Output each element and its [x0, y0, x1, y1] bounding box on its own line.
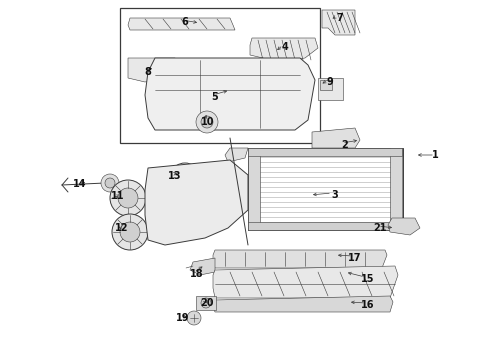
Bar — [196, 296, 216, 310]
Text: 13: 13 — [168, 171, 182, 181]
Circle shape — [105, 178, 115, 188]
Text: 11: 11 — [111, 191, 125, 201]
Polygon shape — [128, 58, 178, 82]
Circle shape — [120, 222, 140, 242]
Circle shape — [196, 111, 218, 133]
Circle shape — [101, 174, 119, 192]
Circle shape — [110, 180, 146, 216]
Polygon shape — [213, 296, 393, 312]
Text: 21: 21 — [373, 223, 387, 233]
Text: 15: 15 — [361, 274, 375, 284]
Text: 14: 14 — [73, 179, 87, 189]
Text: 8: 8 — [145, 67, 151, 77]
Polygon shape — [190, 258, 215, 275]
Text: 3: 3 — [332, 190, 339, 200]
Text: 10: 10 — [201, 117, 215, 127]
Text: 2: 2 — [342, 140, 348, 150]
Text: 1: 1 — [432, 150, 439, 160]
Circle shape — [118, 188, 138, 208]
Text: 6: 6 — [182, 17, 188, 27]
Bar — [248, 148, 403, 230]
Circle shape — [201, 116, 213, 128]
Polygon shape — [322, 10, 355, 35]
Polygon shape — [388, 218, 420, 235]
Polygon shape — [128, 18, 235, 30]
Text: 5: 5 — [212, 92, 219, 102]
Bar — [248, 222, 402, 230]
Circle shape — [201, 298, 211, 308]
Text: 9: 9 — [327, 77, 333, 87]
Text: 16: 16 — [361, 300, 375, 310]
Text: 12: 12 — [115, 223, 129, 233]
Polygon shape — [312, 128, 360, 148]
Text: 18: 18 — [190, 269, 204, 279]
Circle shape — [112, 214, 148, 250]
Text: 4: 4 — [282, 42, 289, 52]
Bar — [248, 148, 402, 156]
Bar — [318, 78, 343, 100]
Polygon shape — [213, 250, 387, 268]
Text: 19: 19 — [176, 313, 190, 323]
Polygon shape — [225, 148, 248, 162]
Polygon shape — [145, 160, 248, 245]
Bar — [320, 80, 332, 90]
Bar — [248, 148, 260, 230]
Bar — [390, 148, 402, 230]
Polygon shape — [213, 266, 398, 298]
Circle shape — [187, 311, 201, 325]
Text: 7: 7 — [337, 13, 343, 23]
Bar — [120, 8, 320, 143]
Text: 20: 20 — [200, 298, 214, 308]
Polygon shape — [145, 58, 315, 130]
Text: 17: 17 — [348, 253, 362, 263]
Polygon shape — [250, 38, 318, 62]
